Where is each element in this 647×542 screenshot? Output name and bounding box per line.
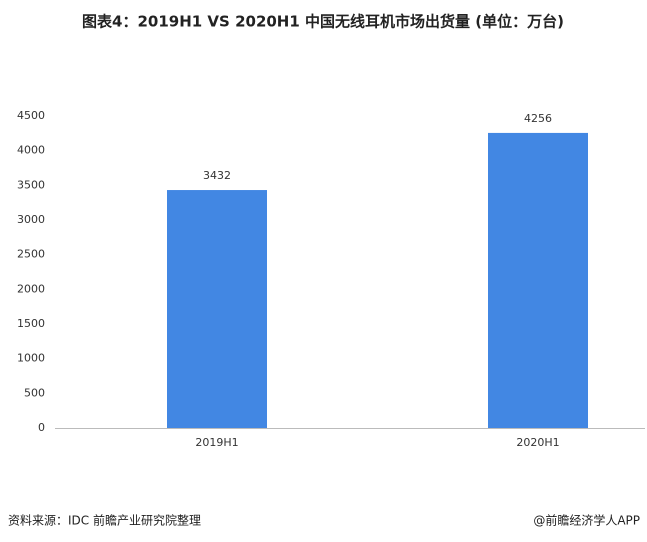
value-label: 3432 <box>203 169 231 182</box>
y-tick-label: 1500 <box>17 317 45 330</box>
credit: @前瞻经济学人APP <box>533 513 640 528</box>
source-note: 资料来源：IDC 前瞻产业研究院整理 <box>8 513 201 528</box>
y-tick-label: 3500 <box>17 178 45 191</box>
value-label: 4256 <box>524 112 552 125</box>
y-tick-label: 500 <box>24 386 45 399</box>
y-tick-label: 4000 <box>17 144 45 157</box>
chart-title: 图表4：2019H1 VS 2020H1 中国无线耳机市场出货量 (单位：万台) <box>82 13 564 31</box>
y-tick-label: 3000 <box>17 213 45 226</box>
bar <box>488 132 588 428</box>
x-tick-label: 2020H1 <box>516 436 559 449</box>
y-tick-label: 4500 <box>17 109 45 122</box>
y-tick-label: 2000 <box>17 282 45 295</box>
bar <box>167 190 267 428</box>
y-tick-label: 0 <box>38 421 45 434</box>
y-tick-label: 1000 <box>17 352 45 365</box>
x-tick-label: 2019H1 <box>195 436 238 449</box>
y-tick-label: 2500 <box>17 248 45 261</box>
